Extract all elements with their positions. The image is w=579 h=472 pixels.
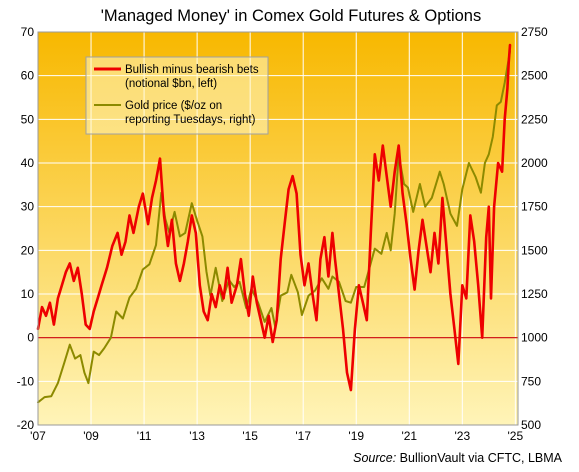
left-axis-ticks: -20 -10 0 10 20 30 40 50 60 70 — [17, 25, 35, 432]
right-tick-label: 1000 — [521, 331, 548, 345]
left-tick-label: 40 — [21, 156, 35, 170]
x-tick-label: '19 — [348, 429, 364, 443]
x-tick-label: '23 — [454, 429, 470, 443]
right-tick-label: 2250 — [521, 112, 548, 126]
left-tick-label: 60 — [21, 69, 35, 83]
right-tick-label: 2500 — [521, 69, 548, 83]
left-tick-label: 70 — [21, 25, 35, 39]
legend-bets-label-line2: (notional $bn, left) — [125, 78, 217, 90]
right-tick-label: 2750 — [521, 25, 548, 39]
x-tick-label: '21 — [401, 429, 417, 443]
right-tick-label: 1750 — [521, 200, 548, 214]
right-tick-label: 2000 — [521, 156, 548, 170]
series-lines — [36, 43, 512, 404]
x-tick-label: '17 — [295, 429, 311, 443]
x-tick-label: '13 — [189, 429, 205, 443]
x-tick-label: '07 — [30, 429, 46, 443]
x-tick-label: '25 — [508, 429, 524, 443]
left-tick-label: -10 — [17, 374, 35, 388]
x-tick-label: '09 — [83, 429, 99, 443]
legend-gold-label-line1: Gold price ($/oz on — [125, 100, 222, 112]
chart-title: 'Managed Money' in Comex Gold Futures & … — [101, 7, 481, 25]
left-tick-label: 50 — [21, 112, 35, 126]
source-label: Source: — [353, 451, 396, 465]
left-tick-label: 30 — [21, 200, 35, 214]
right-axis-ticks: 500 750 1000 1250 1500 1750 2000 2250 2500 2750 — [521, 25, 548, 432]
right-tick-label: 1500 — [521, 243, 548, 257]
legend-bets-label-line1: Bullish minus bearish bets — [125, 64, 259, 76]
source-note: Source: BullionVault via CFTC, LBMA — [353, 451, 563, 465]
right-tick-label: 1250 — [521, 287, 548, 301]
legend-gold-label-line2: reporting Tuesdays, right) — [125, 114, 256, 126]
left-tick-label: 10 — [21, 287, 35, 301]
right-tick-label: 750 — [521, 374, 541, 388]
left-tick-label: 0 — [27, 331, 34, 345]
plot-border — [37, 31, 519, 426]
x-tick-label: '11 — [137, 429, 152, 443]
series-line-bets — [36, 43, 512, 392]
left-tick-label: 20 — [21, 243, 35, 257]
x-tick-label: '15 — [242, 429, 258, 443]
right-tick-label: 500 — [521, 418, 541, 432]
legend: Bullish minus bearish bets (notional $bn… — [85, 56, 269, 135]
x-axis-ticks: '07 '09 '11 '13 '15 '17 '19 '21 '23 '25 — [30, 429, 523, 443]
left-tick-label: -20 — [17, 418, 35, 432]
source-text: BullionVault via CFTC, LBMA — [396, 451, 562, 465]
